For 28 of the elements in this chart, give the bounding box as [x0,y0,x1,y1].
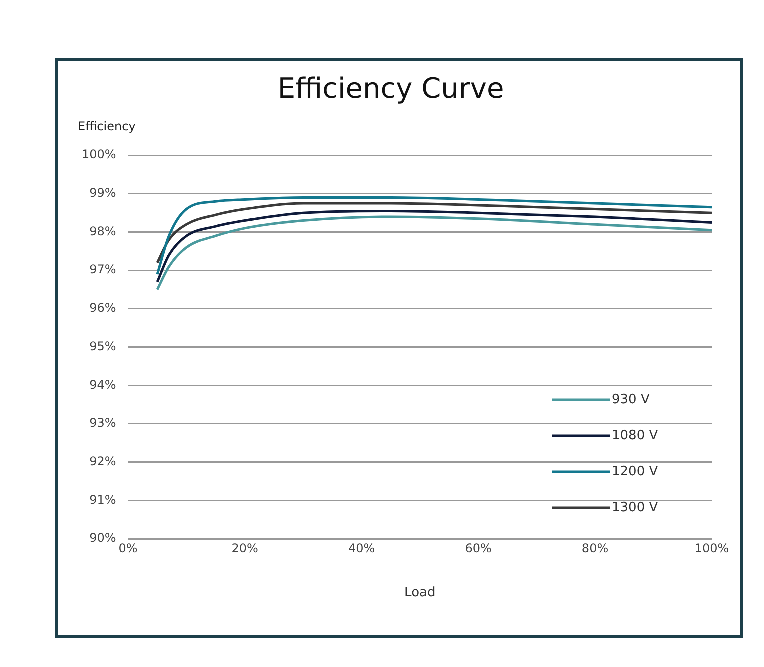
x-tick-label: 40% [348,541,376,556]
y-tick-label: 92% [90,454,116,468]
y-axis-title: Efficiency [78,120,136,134]
y-tick-label: 93% [90,416,116,430]
line-series [156,216,712,292]
legend-label: 1200 V [612,464,658,480]
line-series [156,210,712,284]
y-tick-label: 97% [90,262,116,277]
y-tick-label: 94% [90,378,116,392]
x-tick-label: 20% [232,541,258,556]
y-tick-label: 95% [90,339,116,354]
x-axis-title: Load [404,586,436,601]
line-series [156,196,712,276]
y-tick-label: 99% [90,186,116,200]
legend-label: 930 V [612,392,650,408]
x-tick-label: 80% [582,541,609,556]
x-tick-label: 100% [694,541,730,556]
y-tick-label: 100% [82,148,116,162]
x-tick-label: 60% [465,541,492,556]
y-tick-label: 90% [90,531,116,546]
line-series [156,202,712,264]
x-tick-label: 0% [118,541,138,556]
y-tick-label: 96% [90,301,116,316]
legend-label: 1300 V [612,500,658,516]
y-tick-label: 91% [90,492,116,507]
chart-title: Efficiency Curve [278,72,504,106]
legend-label: 1080 V [612,428,658,444]
y-tick-label: 98% [90,224,116,238]
